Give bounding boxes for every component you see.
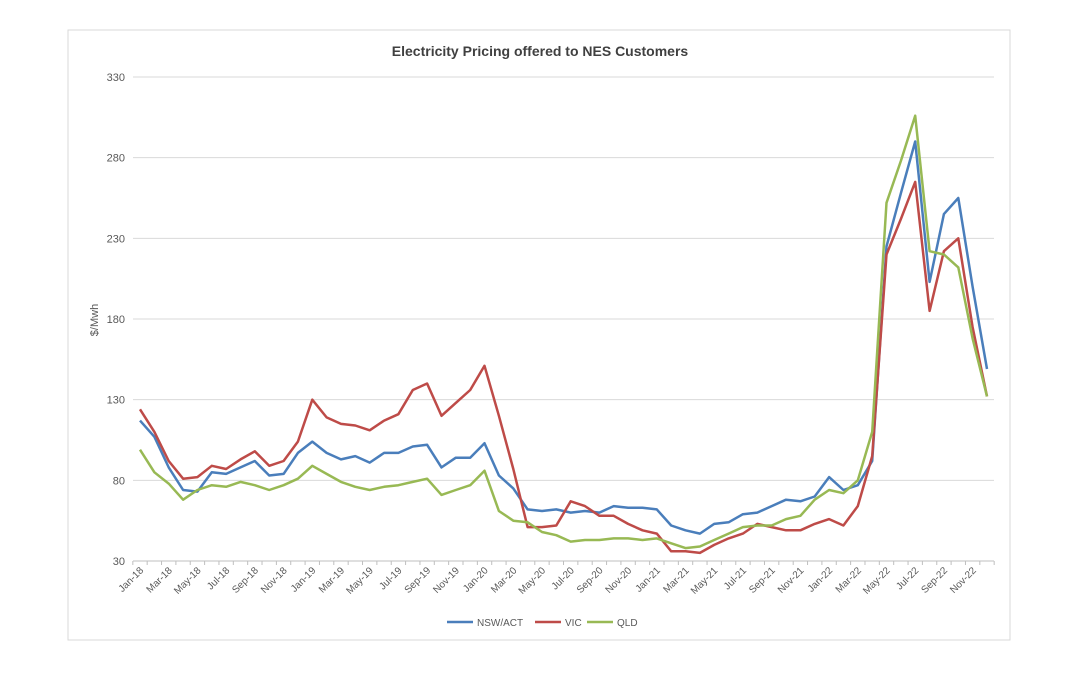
series-line-qld: [138, 114, 989, 550]
chart-title: Electricity Pricing offered to NES Custo…: [392, 43, 689, 59]
legend-item: QLD: [587, 618, 638, 629]
y-tick-label: 280: [107, 153, 125, 165]
y-tick-label: 330: [107, 72, 125, 84]
y-axis-label: $/Mwh: [89, 304, 101, 336]
y-tick-label: 180: [107, 314, 125, 326]
legend-label: QLD: [617, 618, 638, 629]
y-tick-label: 130: [107, 395, 125, 407]
legend-item: NSW/ACT: [447, 618, 523, 629]
y-tick-label: 30: [113, 556, 125, 568]
legend-label: NSW/ACT: [477, 618, 523, 629]
y-tick-label: 80: [113, 475, 125, 487]
legend-label: VIC: [565, 618, 582, 629]
y-tick-label: 230: [107, 233, 125, 245]
chart-border: [67, 29, 1011, 641]
legend-item: VIC: [535, 618, 582, 629]
series-line-vic: [138, 180, 989, 555]
